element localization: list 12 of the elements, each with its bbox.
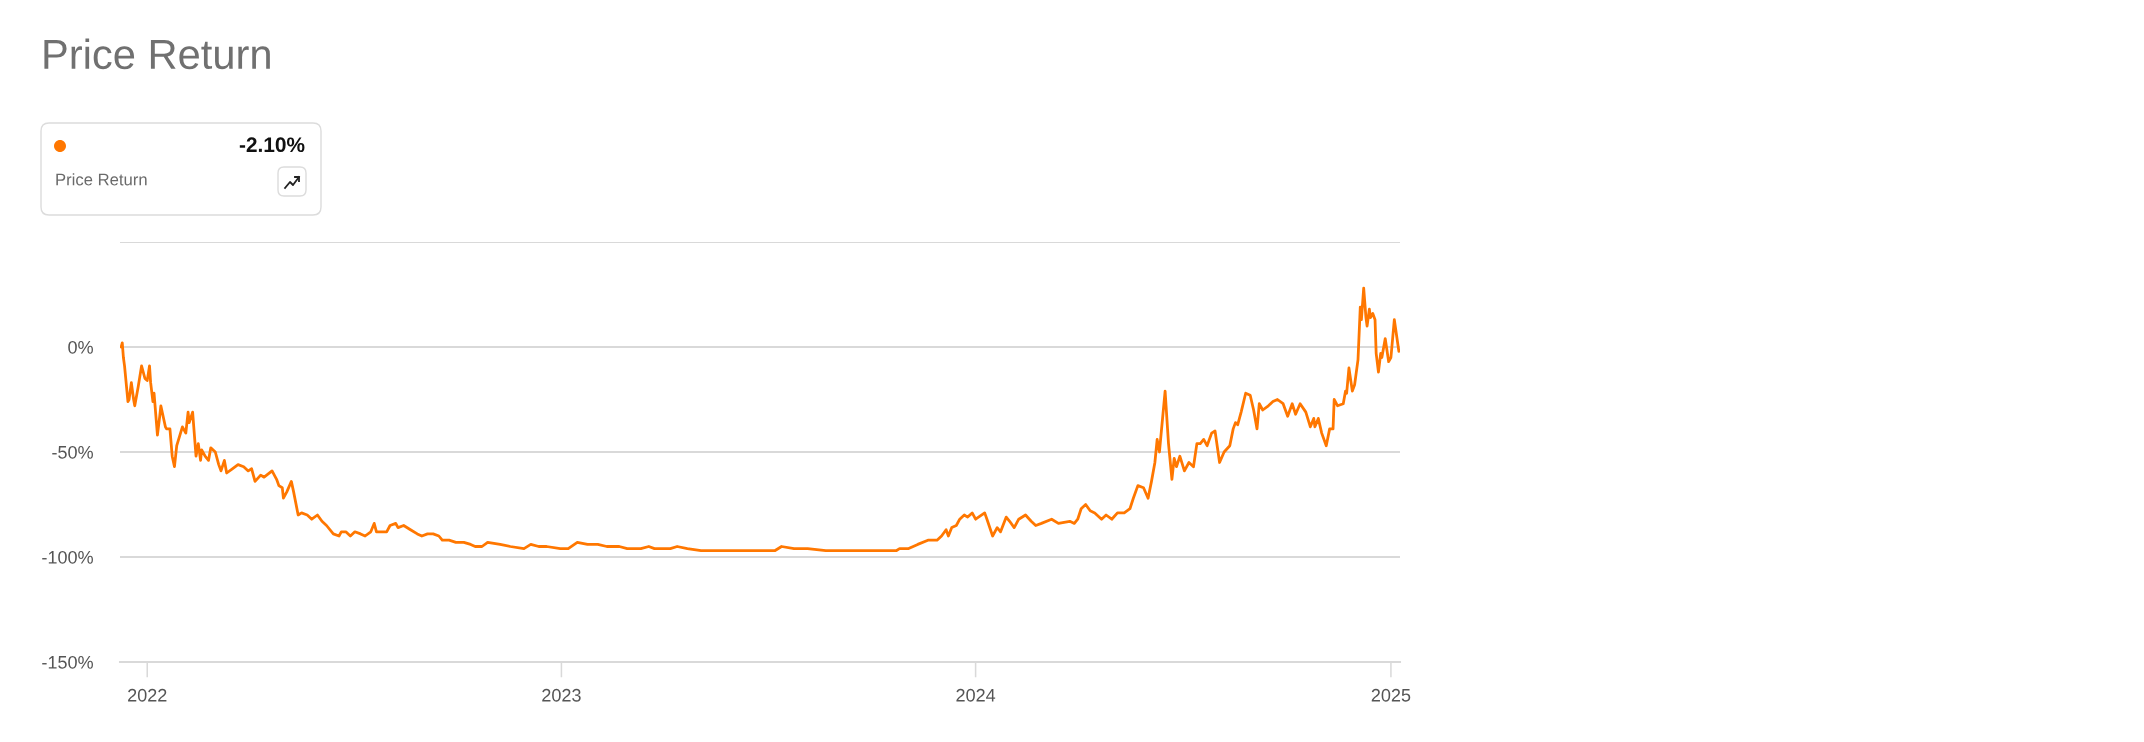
x-tick-label: 2023 [542, 688, 581, 702]
y-tick-label: -150% [42, 655, 93, 669]
x-tick-label: 2022 [128, 688, 167, 702]
y-tick-label: -50% [52, 445, 93, 459]
y-tick-label: -100% [42, 550, 93, 564]
line-series [120, 286, 1400, 553]
chart-title: Price Return [44, 38, 270, 70]
text: -2.10% [239, 137, 305, 153]
text: Price Return [56, 173, 147, 186]
y-tick-label: 0% [68, 340, 93, 354]
x-tick-label: 2024 [956, 688, 996, 702]
x-tick-label: 2025 [1371, 688, 1411, 702]
